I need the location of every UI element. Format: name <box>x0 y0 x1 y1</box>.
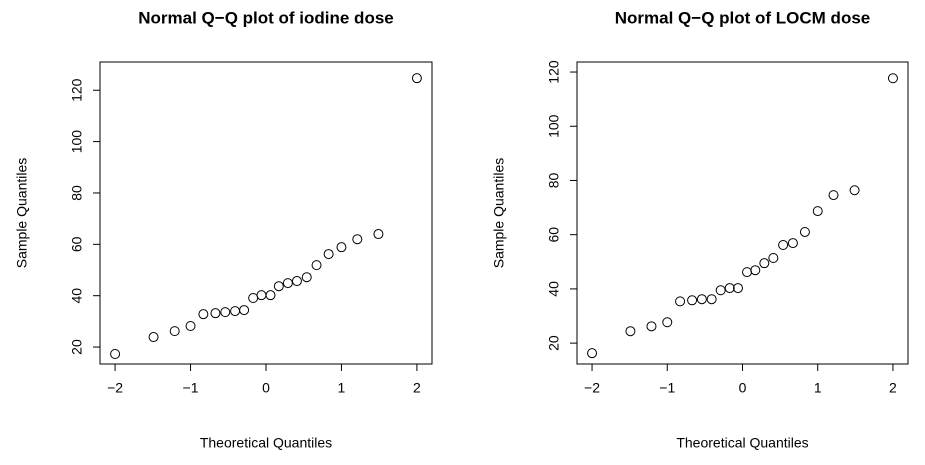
point <box>849 185 860 196</box>
y-tick-label: 100 <box>546 114 562 138</box>
point <box>282 278 293 289</box>
point <box>724 283 735 294</box>
x-tick-label: −1 <box>659 380 675 396</box>
point <box>732 283 743 294</box>
point <box>352 234 363 245</box>
plot-frame <box>576 61 909 365</box>
y-tick-label: 40 <box>546 281 562 297</box>
x-tick-label: 2 <box>413 380 421 396</box>
point <box>799 226 810 237</box>
point <box>887 73 898 84</box>
point <box>696 294 707 305</box>
point <box>198 309 209 320</box>
point <box>778 239 789 250</box>
y-tick-label: 40 <box>69 288 85 304</box>
point <box>662 317 673 328</box>
chart-title: Normal Q−Q plot of iodine dose <box>138 8 394 27</box>
x-tick-label: 1 <box>814 380 822 396</box>
point <box>185 320 196 331</box>
y-tick-label: 120 <box>546 60 562 84</box>
point <box>687 295 698 306</box>
y-tick-label: 60 <box>546 227 562 243</box>
x-tick-label: −2 <box>584 380 600 396</box>
point <box>256 290 267 301</box>
x-tick-label: 0 <box>262 380 270 396</box>
x-tick-label: 2 <box>889 380 897 396</box>
point <box>273 281 284 292</box>
point <box>301 272 312 283</box>
point <box>220 307 231 318</box>
x-axis-label: Theoretical Quantiles <box>676 435 808 451</box>
point <box>373 229 384 240</box>
point <box>336 242 347 253</box>
point <box>587 348 598 359</box>
point <box>323 249 334 260</box>
y-axis-label: Sample Quantiles <box>491 158 507 269</box>
y-tick-label: 20 <box>546 335 562 351</box>
x-tick-label: −2 <box>107 380 123 396</box>
y-tick-label: 20 <box>69 339 85 355</box>
y-axis-label: Sample Quantiles <box>14 158 30 269</box>
point <box>625 326 636 337</box>
point <box>169 326 180 337</box>
x-tick-label: −1 <box>183 380 199 396</box>
point <box>828 190 839 201</box>
point <box>291 276 302 287</box>
point <box>265 290 276 301</box>
point <box>742 267 753 278</box>
point <box>768 253 779 264</box>
point <box>812 206 823 217</box>
point <box>148 332 159 343</box>
point <box>230 306 241 317</box>
y-tick-label: 80 <box>69 185 85 201</box>
point <box>248 293 259 304</box>
x-tick-label: 1 <box>338 380 346 396</box>
point <box>110 348 121 359</box>
point <box>675 296 686 307</box>
chart-title: Normal Q−Q plot of LOCM dose <box>615 8 870 27</box>
point <box>750 265 761 276</box>
y-tick-label: 60 <box>69 236 85 252</box>
point <box>411 73 422 84</box>
point <box>787 238 798 249</box>
point <box>210 308 221 319</box>
point <box>759 258 770 269</box>
point <box>311 260 322 271</box>
point <box>706 294 717 305</box>
x-tick-label: 0 <box>739 380 747 396</box>
y-tick-label: 120 <box>69 78 85 102</box>
x-axis-label: Theoretical Quantiles <box>200 435 332 451</box>
y-tick-label: 100 <box>69 130 85 154</box>
point <box>239 305 250 316</box>
y-tick-label: 80 <box>546 172 562 188</box>
point <box>646 321 657 332</box>
plot-frame <box>99 61 433 365</box>
point <box>715 285 726 296</box>
